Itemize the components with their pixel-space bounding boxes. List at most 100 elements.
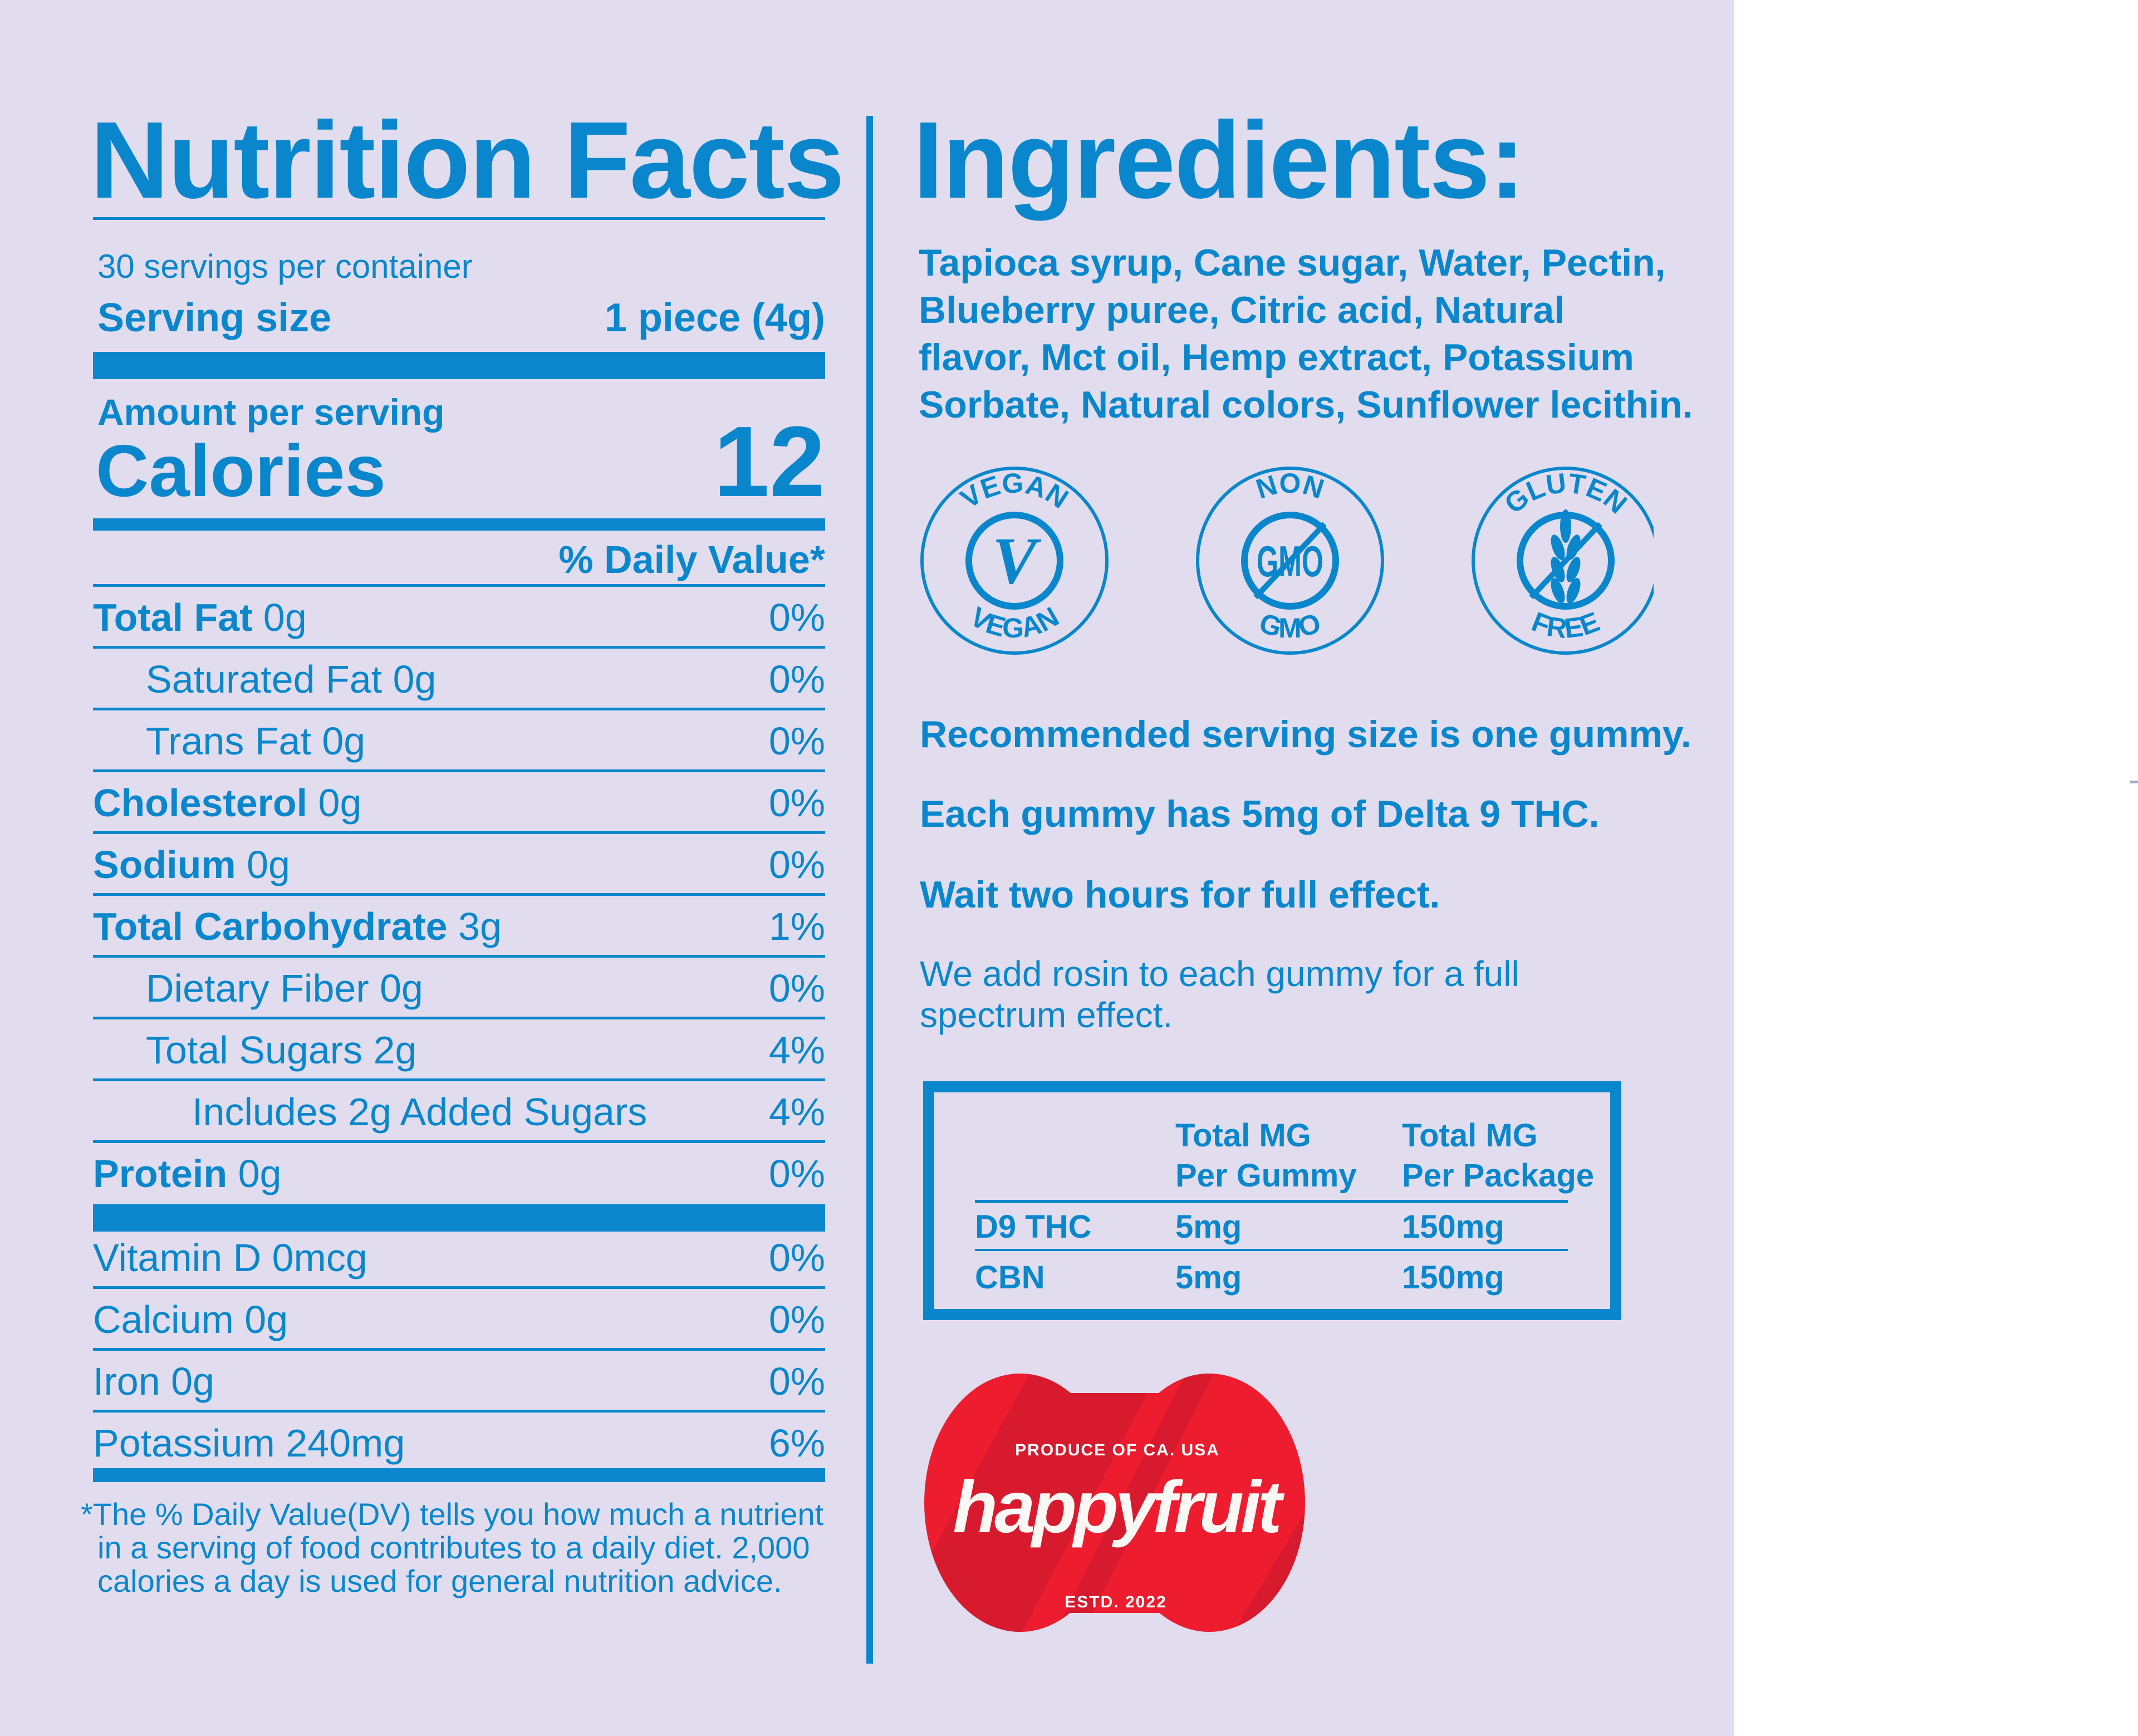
ingredients-line: Tapioca syrup, Cane sugar, Water, Pectin… (919, 242, 1666, 284)
row-divider (93, 1410, 825, 1413)
potency-table: Total MG Per Gummy Total MG Per Package D9… (923, 1081, 1621, 1320)
row-divider (93, 955, 825, 958)
row-divider (93, 1078, 825, 1081)
row-divider (93, 769, 825, 772)
thc-content-text: Each gummy has 5mg of Delta 9 THC. (920, 793, 1600, 835)
row-per-package: 150mg (1402, 1259, 1504, 1296)
nutrient-name: Protein 0g (93, 1151, 282, 1195)
vitamin-row: Vitamin D 0mcg 0% (93, 1227, 825, 1288)
header-per-gummy: Total MG Per Gummy (1175, 1117, 1357, 1194)
vitamin-row: Potassium 240mg 6% (93, 1412, 825, 1474)
nutrient-name: Cholesterol 0g (93, 781, 362, 825)
thick-divider (93, 1204, 825, 1232)
vitamin-row: Calcium 0g 0% (93, 1288, 825, 1350)
vitamin-row: Iron 0g 0% (93, 1350, 825, 1412)
row-divider (93, 831, 825, 834)
nutrient-dv: 0% (768, 719, 825, 763)
nutrient-dv: 4% (768, 1028, 825, 1072)
ingredients-line: Sorbate, Natural colors, Sunflower lecit… (919, 384, 1693, 426)
ingredients-line: Blueberry puree, Citric acid, Natural (919, 289, 1565, 331)
row-per-gummy: 5mg (1175, 1259, 1242, 1296)
amount-per-serving: Amount per serving (97, 391, 445, 433)
nutrient-name: Trans Fat 0g (146, 719, 366, 763)
ingredients-line: flavor, Mct oil, Hemp extract, Potassium (919, 336, 1634, 379)
svg-text:NON: NON (1252, 468, 1327, 505)
nutrient-row: Trans Fat 0g 0% (93, 710, 825, 772)
footnote-line: calories a day is used for general nutri… (97, 1563, 782, 1598)
nutrient-row: Total Carbohydrate 3g 1% (93, 895, 825, 957)
nutrient-dv: 4% (768, 1090, 825, 1134)
rosin-note: We add rosin to each gummy for a full sp… (920, 953, 1519, 1036)
row-label: CBN (975, 1259, 1045, 1296)
nutrient-row: Includes 2g Added Sugars 4% (93, 1081, 825, 1142)
footnote-line: in a serving of food contributes to a da… (97, 1530, 810, 1565)
nutrient-row: Protein 0g 0% (93, 1142, 825, 1204)
servings-per-container: 30 servings per container (97, 248, 473, 285)
vegan-icon: VEGAN VEGAN V (920, 467, 1109, 655)
rosin-line: spectrum effect. (920, 995, 1173, 1035)
nutrient-dv: 0% (768, 595, 825, 639)
row-divider (93, 1348, 825, 1351)
ingredients-title: Ingredients: (913, 99, 1526, 221)
vitamin-dv: 0% (768, 1235, 825, 1279)
nutrient-name: Includes 2g Added Sugars (192, 1090, 648, 1134)
svg-text:happyfruit: happyfruit (953, 1466, 1284, 1548)
svg-text:PRODUCE OF CA. USA: PRODUCE OF CA. USA (1015, 1441, 1220, 1459)
nutrient-row: Cholesterol 0g 0% (93, 772, 825, 833)
label-panel: Nutrition Facts 30 servings per containe… (0, 0, 1734, 1736)
nutrient-name: Saturated Fat 0g (146, 657, 437, 701)
nutrient-dv: 0% (768, 966, 825, 1010)
wheat-icon (1551, 509, 1581, 604)
svg-text:GMO: GMO (1257, 537, 1323, 586)
serving-size-label: Serving size (97, 296, 332, 340)
table-divider (975, 1249, 1568, 1251)
vitamin-name: Vitamin D 0mcg (93, 1235, 367, 1279)
column-divider (866, 116, 873, 1664)
row-per-gummy: 5mg (1175, 1209, 1242, 1245)
vitamin-dv: 6% (768, 1421, 825, 1465)
row-divider (93, 584, 825, 587)
row-per-package: 150mg (1402, 1209, 1504, 1245)
nutrient-row: Dietary Fiber 0g 0% (93, 957, 825, 1019)
nutrition-title: Nutrition Facts (90, 99, 845, 221)
nutrient-dv: 1% (768, 904, 825, 948)
nutrient-row: Total Fat 0g 0% (93, 586, 825, 648)
non-gmo-icon: NON GMO GMO (1196, 467, 1384, 655)
svg-text:FREE: FREE (1528, 606, 1604, 644)
table-divider (975, 1200, 1568, 1203)
nutrient-row: Total Sugars 2g 4% (93, 1019, 825, 1081)
svg-text:VEGAN: VEGAN (955, 468, 1074, 515)
vitamin-name: Calcium 0g (93, 1297, 288, 1341)
header-per-package: Total MG Per Package (1402, 1117, 1595, 1194)
row-divider (93, 1017, 825, 1019)
nutrient-dv: 0% (768, 781, 825, 825)
happyfruit-logo: PRODUCE OF CA. USA happyfruit ESTD. 2022 (924, 1374, 1305, 1632)
row-divider (93, 708, 825, 710)
vitamin-dv: 0% (768, 1297, 825, 1341)
calories-value: 12 (713, 406, 825, 518)
ingredients-list: Tapioca syrup, Cane sugar, Water, Pectin… (919, 239, 1693, 429)
nutrient-name: Total Carbohydrate 3g (93, 904, 502, 948)
svg-text:V: V (992, 523, 1042, 597)
nutrient-name: Total Sugars 2g (146, 1028, 417, 1072)
row-divider (93, 646, 825, 649)
calories-label: Calories (96, 430, 386, 512)
serving-size-value: 1 piece (4g) (604, 296, 825, 340)
svg-text:GMO: GMO (1256, 607, 1324, 644)
row-label: D9 THC (975, 1209, 1092, 1245)
nutrient-name: Sodium 0g (93, 842, 290, 886)
row-divider (93, 1286, 825, 1289)
wait-time-text: Wait two hours for full effect. (920, 874, 1440, 916)
edge-mark (2130, 781, 2138, 783)
svg-text:ESTD. 2022: ESTD. 2022 (1065, 1593, 1166, 1611)
nutrient-dv: 0% (768, 842, 825, 886)
divider (93, 217, 825, 220)
gluten-free-icon: GLUTEN FREE (1472, 467, 1654, 655)
medium-divider (93, 518, 825, 531)
recommended-serving-text: Recommended serving size is one gummy. (920, 713, 1691, 756)
nutrient-name: Total Fat 0g (93, 595, 307, 639)
vitamin-name: Iron 0g (93, 1359, 214, 1403)
daily-value-header: % Daily Value* (558, 538, 825, 581)
vitamin-name: Potassium 240mg (93, 1421, 405, 1465)
row-divider (93, 893, 825, 896)
